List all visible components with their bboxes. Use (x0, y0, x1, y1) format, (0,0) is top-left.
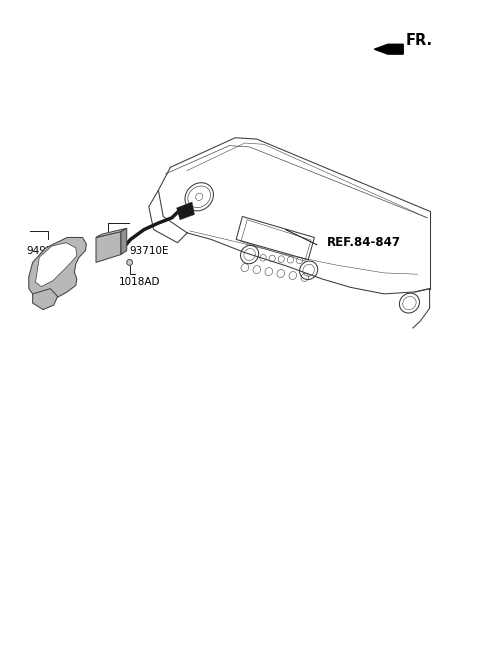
Text: FR.: FR. (406, 33, 433, 48)
Ellipse shape (127, 260, 132, 266)
FancyArrow shape (374, 44, 403, 54)
Polygon shape (177, 202, 194, 220)
Text: 1018AD: 1018AD (119, 277, 160, 287)
Polygon shape (36, 243, 77, 287)
Polygon shape (29, 237, 86, 300)
Polygon shape (33, 289, 58, 310)
Text: 94955A: 94955A (26, 245, 67, 256)
Text: 93710E: 93710E (130, 245, 169, 256)
Polygon shape (96, 232, 121, 262)
Polygon shape (96, 228, 127, 237)
Text: REF.84-847: REF.84-847 (326, 236, 400, 249)
Polygon shape (121, 228, 127, 255)
